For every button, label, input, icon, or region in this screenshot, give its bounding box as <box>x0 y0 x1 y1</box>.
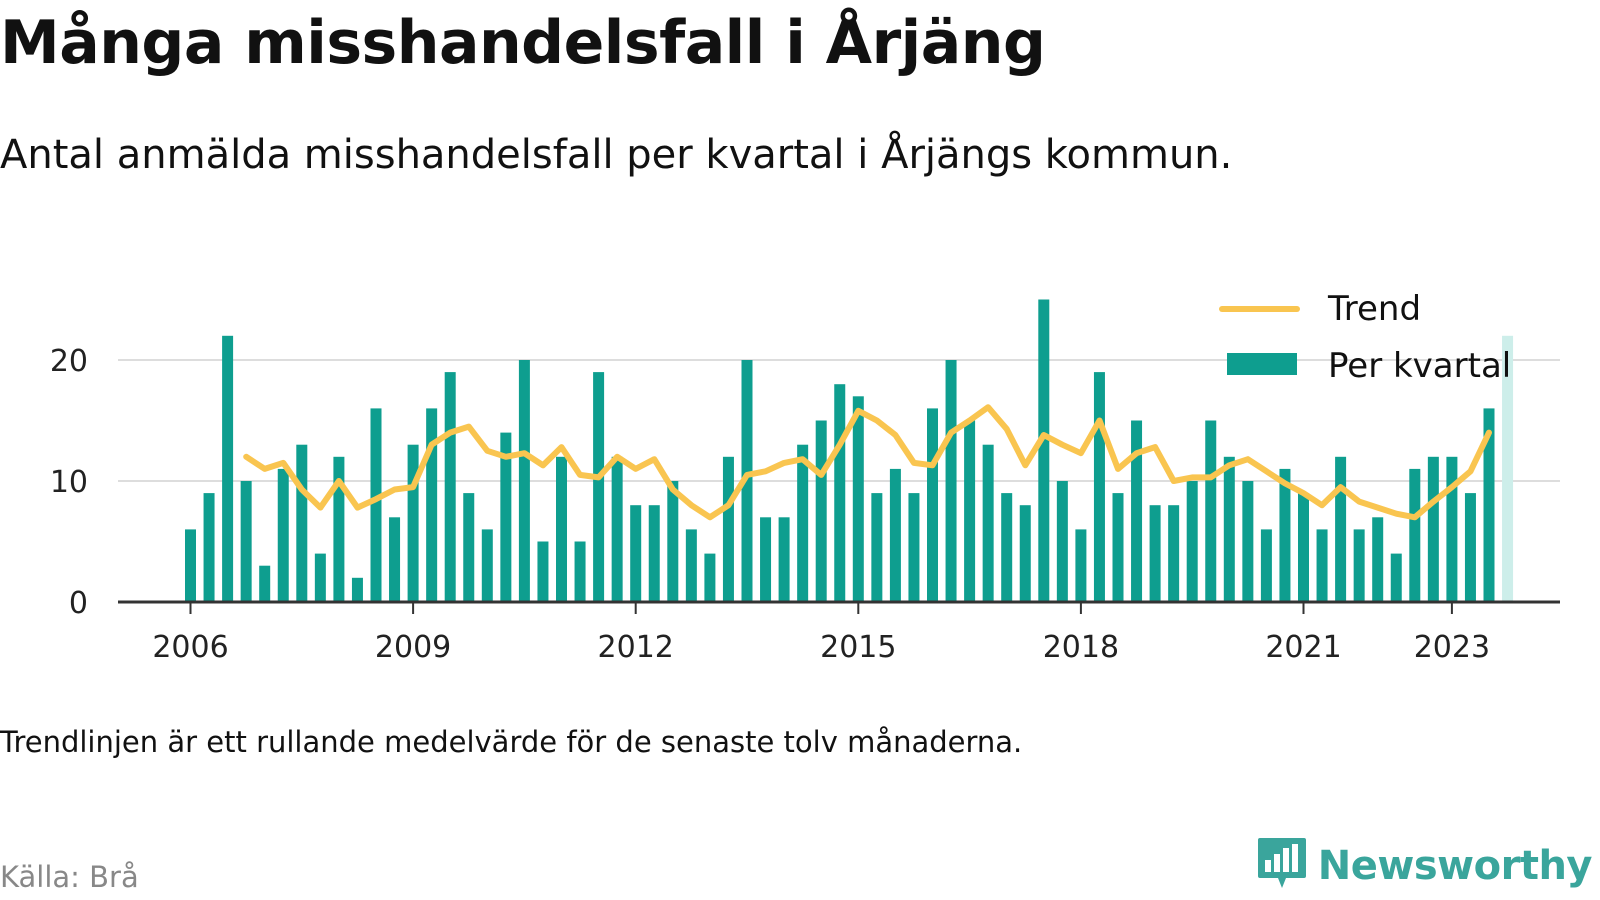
bar-line-chart: 0 10 20 2006 2009 2012 2015 2018 2021 2023 Trend … <box>50 289 1560 665</box>
bar <box>1093 372 1105 602</box>
bar <box>927 408 938 602</box>
bar <box>667 481 679 602</box>
y-tick-label: 0 <box>69 586 88 621</box>
legend-trend-label: Trend <box>1327 289 1421 329</box>
bar <box>1205 420 1217 602</box>
bar <box>685 529 697 602</box>
brand: Newsworthy <box>1256 836 1593 896</box>
bar <box>203 493 215 602</box>
bar <box>778 517 790 602</box>
bar <box>1353 529 1365 602</box>
highlight-layer <box>1502 335 1514 602</box>
bar <box>277 468 289 602</box>
bar <box>296 444 308 602</box>
bar <box>1316 529 1328 602</box>
bar <box>389 517 401 602</box>
bar <box>240 481 252 602</box>
bar <box>815 420 827 602</box>
bar <box>871 493 883 602</box>
legend: Trend Per kvartal <box>1219 289 1511 386</box>
bar <box>1242 481 1254 602</box>
bar <box>500 432 512 602</box>
bar <box>1464 493 1476 602</box>
trend-series <box>243 404 1492 521</box>
brand-name: Newsworthy <box>1317 843 1593 889</box>
bar <box>797 444 809 602</box>
bar <box>611 456 623 602</box>
bar <box>1427 456 1439 602</box>
bar <box>574 541 586 602</box>
bar <box>1446 456 1458 602</box>
bar <box>1298 493 1309 602</box>
bar <box>1483 408 1495 602</box>
x-tick-label: 2021 <box>1265 630 1341 665</box>
y-tick-label: 10 <box>50 465 88 500</box>
bar <box>463 493 475 602</box>
x-tick-label: 2023 <box>1414 630 1490 665</box>
bar <box>1131 420 1143 602</box>
bar <box>314 553 326 602</box>
bar <box>444 372 456 602</box>
legend-bar-swatch <box>1227 353 1297 375</box>
bar <box>1372 517 1384 602</box>
bar <box>1279 468 1291 602</box>
bar <box>1223 456 1235 602</box>
bar <box>722 456 734 602</box>
bar <box>704 553 716 602</box>
legend-bar-label: Per kvartal <box>1328 346 1511 386</box>
bar <box>945 360 957 602</box>
chart-title: Många misshandelsfall i Årjäng <box>0 8 1046 78</box>
bar <box>259 565 271 602</box>
bar <box>1149 505 1161 602</box>
x-tick-label: 2009 <box>375 630 451 665</box>
bar <box>1409 468 1421 602</box>
bar <box>1260 529 1272 602</box>
bar-series <box>185 299 1495 602</box>
bar <box>537 541 549 602</box>
bar <box>1168 505 1180 602</box>
bar <box>426 408 438 602</box>
bar <box>1001 493 1013 602</box>
bar <box>1186 481 1198 602</box>
bar <box>593 372 605 602</box>
bar <box>964 420 976 602</box>
bar-highlight <box>1502 335 1514 602</box>
bar-chart-bubble-icon <box>1256 836 1308 896</box>
bar <box>648 505 660 602</box>
bar <box>982 444 994 602</box>
bar <box>834 384 846 602</box>
bar <box>741 360 753 602</box>
x-tick-label: 2018 <box>1043 630 1119 665</box>
bar <box>1056 481 1068 602</box>
bar <box>1038 299 1050 602</box>
bar <box>1335 456 1347 602</box>
bar <box>333 456 345 602</box>
x-tick-label: 2006 <box>152 630 228 665</box>
bar <box>1112 493 1124 602</box>
bar <box>518 360 530 602</box>
bar <box>556 456 567 602</box>
bar <box>370 408 382 602</box>
chart-subtitle: Antal anmälda misshandelsfall per kvarta… <box>0 132 1233 178</box>
source-text: Källa: Brå <box>0 860 139 894</box>
bar <box>852 396 864 602</box>
bar <box>481 529 493 602</box>
bar <box>1390 553 1402 602</box>
bar <box>407 444 419 602</box>
bar <box>630 505 642 602</box>
bar <box>760 517 772 602</box>
x-tick-label: 2015 <box>820 630 896 665</box>
bar <box>351 577 363 602</box>
footnote: Trendlinjen är ett rullande medelvärde f… <box>0 725 1023 759</box>
axes: 0 10 20 2006 2009 2012 2015 2018 2021 2023 <box>50 344 1560 665</box>
bar <box>222 335 234 602</box>
bar <box>908 493 920 602</box>
trend-line <box>243 404 1492 521</box>
bar <box>1075 529 1087 602</box>
bar <box>1019 505 1031 602</box>
y-tick-label: 20 <box>50 344 88 379</box>
bar <box>185 529 196 602</box>
x-tick-label: 2012 <box>598 630 674 665</box>
bar <box>889 468 901 602</box>
